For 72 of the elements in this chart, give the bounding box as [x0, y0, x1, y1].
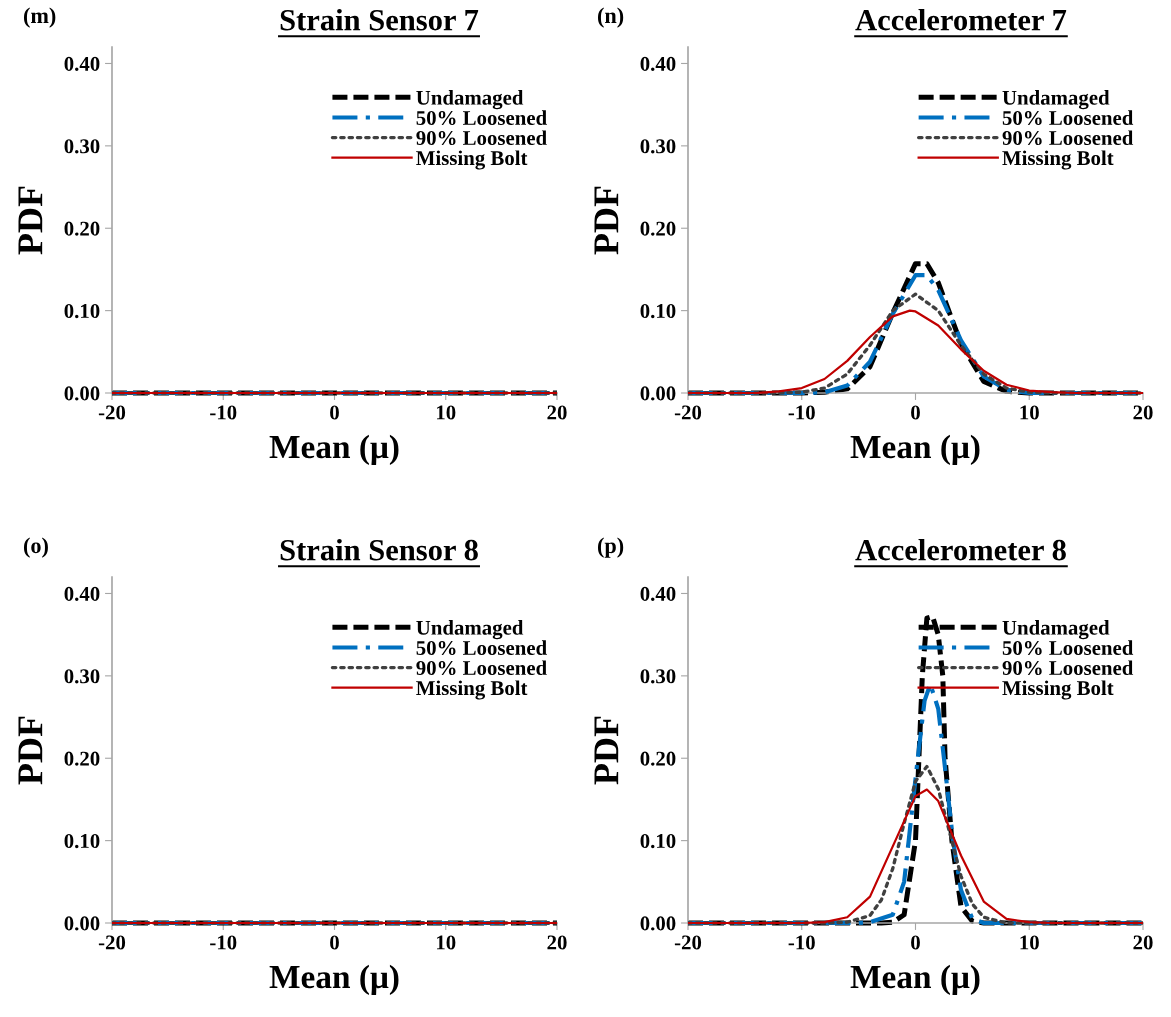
y-axis-title: PDF: [594, 716, 619, 785]
legend-label: 90% Loosened: [416, 130, 547, 146]
y-tick-label: 0.00: [64, 916, 100, 931]
x-tick-label: 0: [330, 935, 339, 950]
x-tick-label: -20: [674, 405, 702, 420]
x-tick-label: -10: [210, 405, 237, 420]
legend-label: Undamaged: [416, 620, 524, 640]
legend-label: 50% Loosened: [1002, 640, 1134, 656]
x-tick-label: 20: [547, 935, 567, 950]
x-tick-label: 10: [437, 405, 456, 420]
y-tick-label: 0.10: [640, 303, 676, 319]
chart-title: Strain Sensor 8: [280, 538, 478, 561]
y-axis-title: PDF: [594, 186, 619, 255]
x-axis-title: Mean (μ): [850, 434, 980, 466]
y-tick-label: 0.30: [640, 139, 676, 154]
legend-label: Missing Bolt: [1002, 680, 1114, 700]
x-tick-label: 20: [1133, 405, 1153, 420]
x-tick-label: -10: [788, 935, 815, 950]
legend-label: Undamaged: [416, 90, 524, 110]
x-tick-label: -10: [210, 935, 237, 950]
y-tick-label: 0.00: [640, 916, 676, 931]
legend-label: Missing Bolt: [416, 680, 528, 700]
y-tick-label: 0.00: [640, 386, 676, 401]
x-tick-label: -20: [674, 935, 702, 950]
y-tick-label: 0.00: [64, 386, 100, 401]
legend-label: 50% Loosened: [1002, 110, 1134, 126]
x-tick-label: -10: [788, 405, 815, 420]
text: (n): [597, 7, 624, 28]
y-tick-label: 0.20: [64, 221, 100, 236]
legend-label: 90% Loosened: [1002, 130, 1134, 146]
text: (p): [597, 537, 624, 558]
y-tick-label: 0.40: [64, 586, 100, 601]
y-tick-label: 0.40: [64, 56, 100, 71]
y-tick-label: 0.20: [64, 751, 100, 766]
x-tick-label: 0: [911, 405, 920, 420]
legend-label: 90% Loosened: [1002, 660, 1134, 676]
x-axis-title: Mean (μ): [269, 434, 399, 466]
y-tick-label: 0.10: [640, 833, 676, 849]
y-tick-label: 0.30: [64, 139, 100, 154]
chart-title: Accelerometer 8: [855, 538, 1066, 561]
x-tick-label: 20: [1133, 935, 1153, 950]
y-axis-title: PDF: [18, 186, 43, 255]
x-axis-title: Mean (μ): [850, 964, 980, 996]
y-axis-title: PDF: [18, 716, 43, 785]
text: (o): [23, 537, 48, 558]
x-axis-title: Mean (μ): [269, 964, 399, 996]
y-tick-label: 0.30: [640, 669, 676, 684]
legend-label: 90% Loosened: [416, 660, 547, 676]
text: (m): [23, 7, 56, 28]
legend-label: 50% Loosened: [416, 110, 547, 126]
legend-label: Undamaged: [1002, 620, 1110, 640]
x-tick-label: 10: [1020, 405, 1039, 420]
y-tick-label: 0.10: [64, 833, 100, 849]
legend-label: Undamaged: [1002, 90, 1110, 110]
x-tick-label: 20: [547, 405, 567, 420]
legend-label: Missing Bolt: [1002, 150, 1114, 170]
x-tick-label: -20: [98, 935, 126, 950]
x-tick-label: 0: [911, 935, 920, 950]
y-tick-label: 0.20: [640, 751, 676, 766]
y-tick-label: 0.30: [64, 669, 100, 684]
y-tick-label: 0.40: [640, 56, 676, 71]
legend-label: Missing Bolt: [416, 150, 528, 170]
x-tick-label: -20: [98, 405, 126, 420]
y-tick-label: 0.20: [640, 221, 676, 236]
y-tick-label: 0.10: [64, 303, 100, 319]
y-tick-label: 0.40: [640, 586, 676, 601]
chart-title: Accelerometer 7: [855, 8, 1067, 31]
x-tick-label: 0: [330, 405, 339, 420]
x-tick-label: 10: [437, 935, 456, 950]
chart-title: Strain Sensor 7: [280, 8, 479, 31]
legend-label: 50% Loosened: [416, 640, 547, 656]
x-tick-label: 10: [1020, 935, 1039, 950]
